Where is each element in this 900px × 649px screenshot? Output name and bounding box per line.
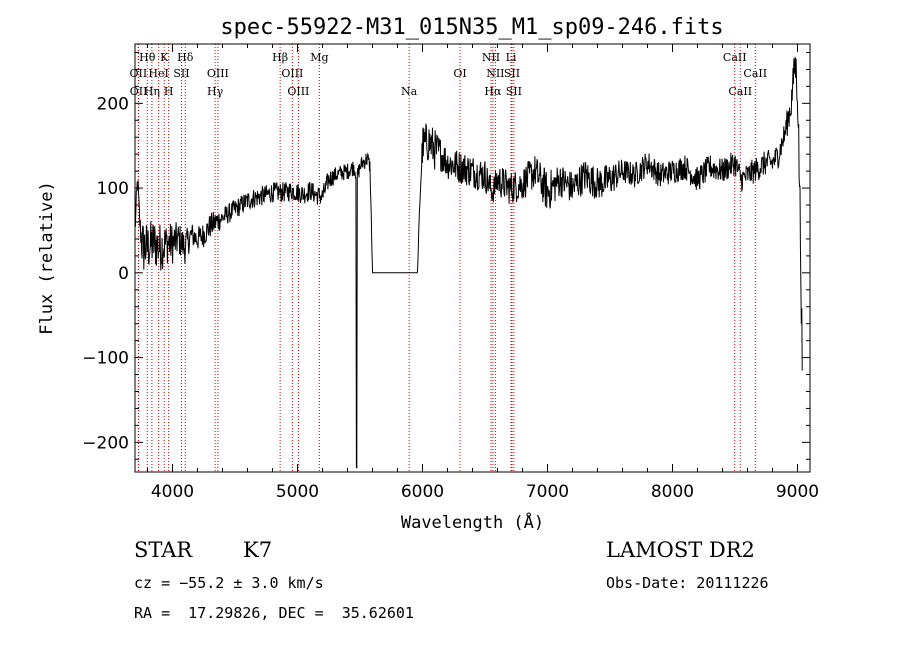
x-tick-label: 8000 xyxy=(651,482,694,502)
emission-line-label: Hθ xyxy=(139,51,156,64)
emission-line-label: HeI xyxy=(148,67,168,80)
emission-line-label: Mg xyxy=(310,51,328,64)
emission-line-label: Hα xyxy=(484,85,502,98)
emission-line-label: K xyxy=(160,51,169,64)
y-tick-label: 0 xyxy=(118,264,129,284)
emission-line-label: OIII xyxy=(281,67,303,80)
x-tick-label: 5000 xyxy=(276,482,319,502)
object-subclass: K7 xyxy=(243,538,273,562)
emission-line-labels: Hθ OII OII K HeI Hη Hδ SII H OIII Hγ Hβ OIII OIII Mg Na… xyxy=(130,51,768,98)
emission-line-label: SII xyxy=(504,67,520,80)
emission-line-label: CaII xyxy=(723,51,747,64)
axis-ticks: 4000 5000 6000 7000 8000 9000 −200 −100 0 100 200 xyxy=(82,44,819,502)
emission-line-label: OIII xyxy=(207,67,229,80)
coordinates: RA = 17.29826, DEC = 35.62601 xyxy=(134,604,414,622)
emission-line-label: NII xyxy=(482,51,500,64)
emission-line-label: Li xyxy=(506,51,517,64)
emission-line-label: Hγ xyxy=(207,85,224,98)
emission-line-label: OII xyxy=(130,67,148,80)
spectrum-series xyxy=(134,56,803,469)
x-tick-label: 6000 xyxy=(401,482,444,502)
emission-line-label: SII xyxy=(506,85,522,98)
cz-value: cz = −55.2 ± 3.0 km/s xyxy=(134,574,324,592)
y-tick-label: 100 xyxy=(97,179,129,199)
emission-line-markers xyxy=(137,44,756,472)
emission-line-label: CaII xyxy=(728,85,752,98)
emission-line-label: NII xyxy=(486,67,504,80)
survey-name: LAMOST DR2 xyxy=(606,538,755,562)
emission-line-label: OII xyxy=(130,85,148,98)
emission-line-label: OI xyxy=(453,67,466,80)
y-axis-label: Flux (relative) xyxy=(37,181,57,335)
emission-line-label: OIII xyxy=(287,85,309,98)
obs-date: Obs-Date: 20111226 xyxy=(606,574,769,592)
y-tick-label: −200 xyxy=(82,433,129,453)
plot-frame xyxy=(134,43,811,473)
emission-line-label: Na xyxy=(401,85,418,98)
emission-line-label: Hη xyxy=(144,85,160,98)
x-tick-label: 4000 xyxy=(151,482,194,502)
emission-line-label: Hβ xyxy=(272,51,288,64)
chart-title: spec-55922-M31_015N35_M1_sp09-246.fits xyxy=(220,15,723,40)
x-tick-label: 7000 xyxy=(526,482,569,502)
y-tick-label: 200 xyxy=(97,94,129,114)
y-tick-label: −100 xyxy=(82,349,129,369)
object-class: STAR xyxy=(134,538,193,562)
emission-line-label: H xyxy=(164,85,174,98)
emission-line-label: Hδ xyxy=(177,51,194,64)
emission-line-label: SII xyxy=(173,67,189,80)
emission-line-label: CaII xyxy=(743,67,767,80)
x-axis-label: Wavelength (Å) xyxy=(401,511,544,533)
x-tick-label: 9000 xyxy=(776,482,819,502)
